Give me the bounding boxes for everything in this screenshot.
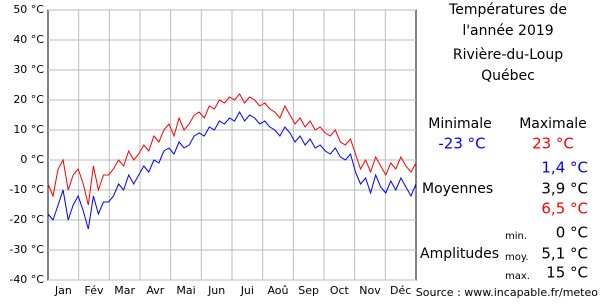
- label: Minimale: [428, 116, 491, 132]
- value: 3,9 °C: [541, 180, 588, 198]
- value: 23 °C: [532, 135, 574, 153]
- value: 0 °C: [556, 224, 588, 242]
- x-tick-label: Fév: [84, 284, 103, 297]
- y-tick-label: 20 °C: [13, 93, 44, 106]
- title: l'année 2019: [462, 23, 553, 39]
- label: min.: [505, 231, 527, 242]
- y-tick-label: 10 °C: [13, 123, 44, 136]
- temperature-line: [47, 110, 417, 230]
- y-tick-label: -40 °C: [9, 273, 44, 286]
- label: Moyennes: [422, 181, 493, 197]
- value: 1,4 °C: [541, 159, 588, 177]
- y-tick-label: -30 °C: [9, 243, 44, 256]
- x-tick-label: Mai: [176, 284, 195, 297]
- x-tick-label: Sep: [298, 284, 319, 297]
- label: max.: [505, 271, 530, 282]
- y-tick-label: 40 °C: [13, 33, 44, 46]
- x-tick-label: Nov: [359, 284, 381, 297]
- temperature-line: [47, 93, 417, 206]
- x-tick-label: Jun: [207, 284, 225, 297]
- value: 5,1 °C: [541, 245, 588, 263]
- y-tick-label: -20 °C: [9, 213, 44, 226]
- title: Températures de: [448, 2, 567, 18]
- x-tick-label: Avr: [146, 284, 164, 297]
- label: moy.: [505, 252, 529, 263]
- x-tick-label: Déc: [390, 284, 411, 297]
- label: Maximale: [519, 116, 587, 132]
- y-tick-label: 50 °C: [13, 3, 44, 16]
- y-tick-label: 0 °C: [20, 153, 44, 166]
- y-tick-label: -10 °C: [9, 183, 44, 196]
- place: Québec: [481, 68, 535, 84]
- x-tick-label: Jui: [240, 284, 254, 297]
- place: Rivière-du-Loup: [453, 47, 563, 63]
- x-tick-label: Jan: [54, 284, 72, 297]
- value: 15 °C: [546, 264, 588, 282]
- x-tick-label: Oct: [330, 284, 350, 297]
- source: Source : www.incapable.fr/meteo: [416, 286, 598, 299]
- value: -23 °C: [438, 135, 485, 153]
- y-tick-label: 30 °C: [13, 63, 44, 76]
- x-tick-label: Mar: [114, 284, 135, 297]
- x-tick-label: Aoû: [267, 284, 288, 297]
- value: 6,5 °C: [541, 200, 588, 218]
- label: Amplitudes: [420, 246, 499, 262]
